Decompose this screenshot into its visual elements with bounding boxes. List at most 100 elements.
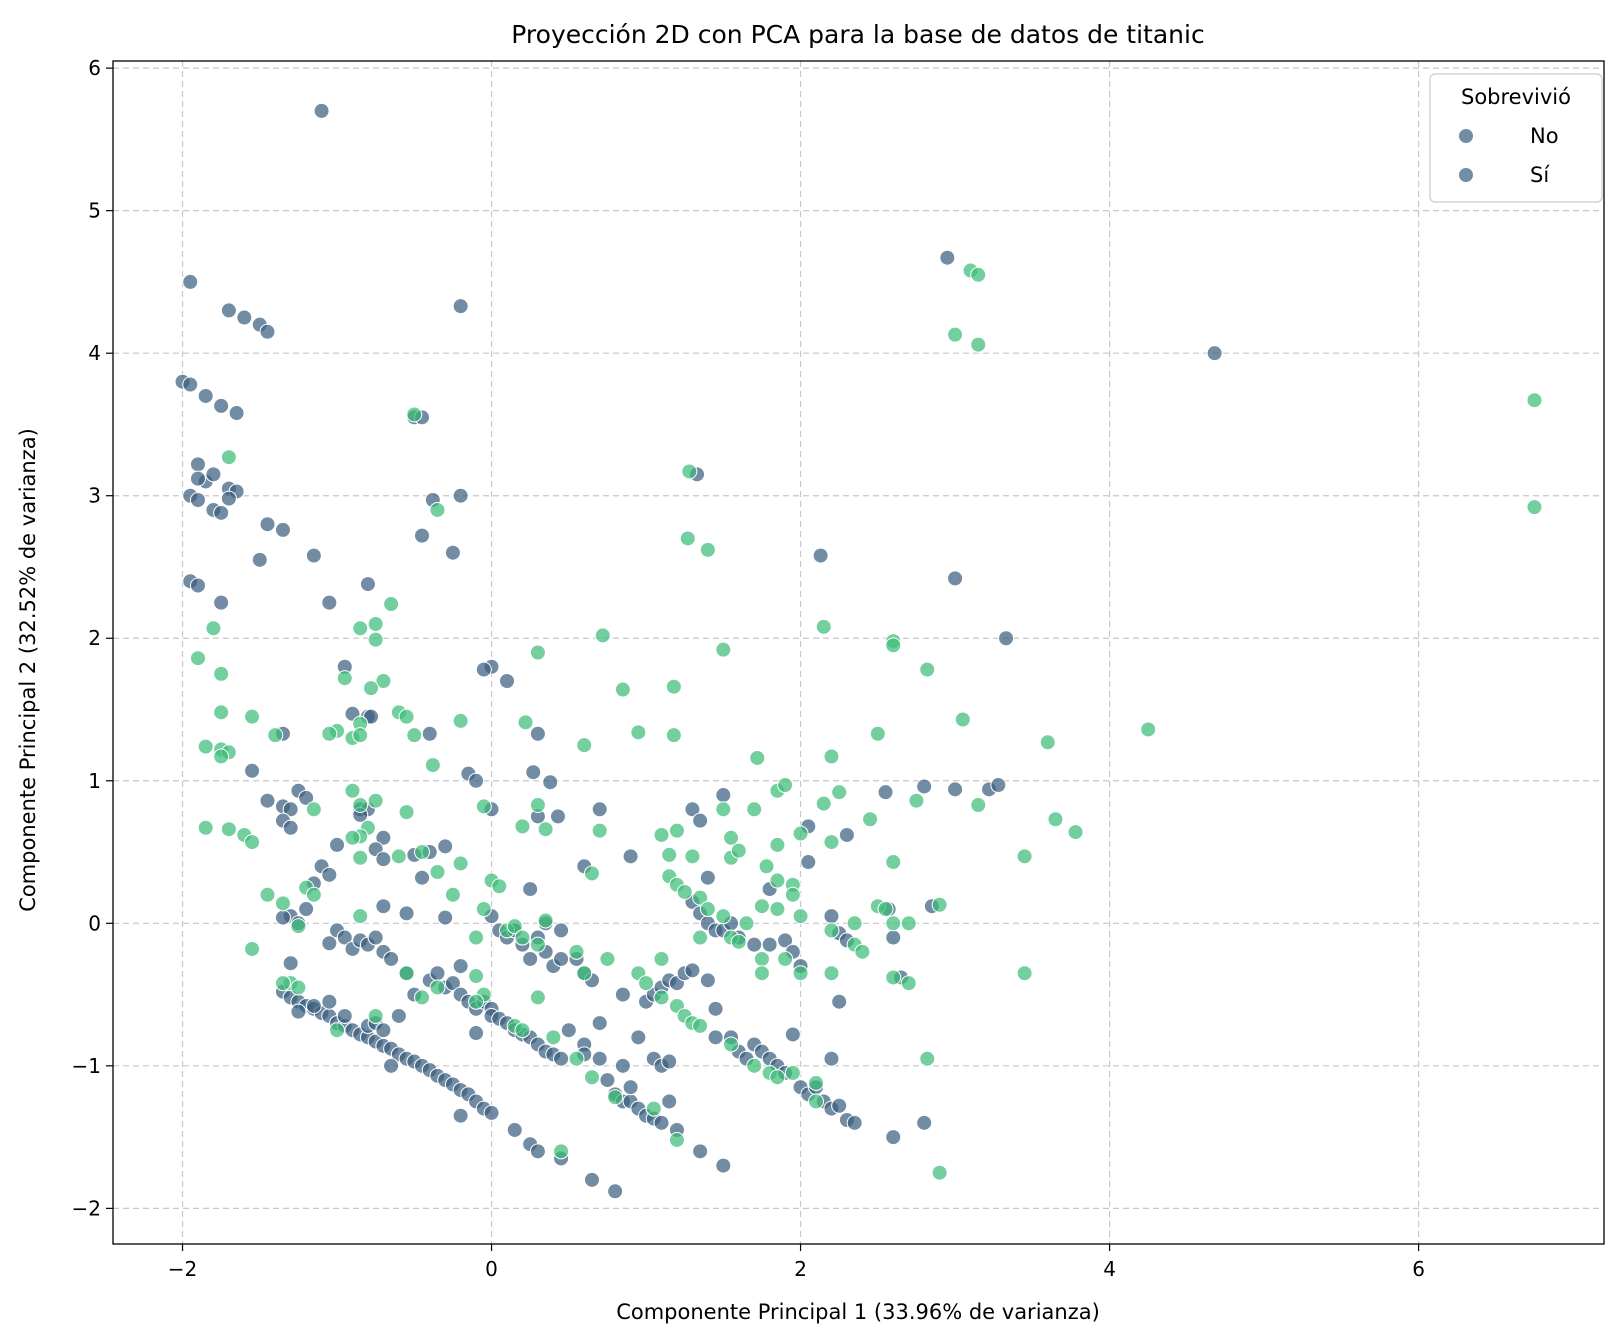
data-point-no bbox=[498, 673, 515, 690]
data-point-no bbox=[800, 854, 817, 871]
data-point-si bbox=[692, 889, 709, 906]
data-point-si bbox=[908, 792, 925, 809]
data-point-si bbox=[846, 915, 863, 932]
data-point-si bbox=[424, 757, 441, 774]
data-point-no bbox=[298, 901, 315, 918]
data-point-si bbox=[1140, 721, 1157, 738]
data-point-si bbox=[668, 1131, 685, 1148]
data-point-si bbox=[746, 801, 763, 818]
data-point-si bbox=[1047, 811, 1064, 828]
data-point-no bbox=[321, 993, 338, 1010]
data-point-no bbox=[336, 1007, 353, 1024]
data-point-si bbox=[594, 627, 611, 644]
data-point-no bbox=[437, 838, 454, 855]
data-point-si bbox=[517, 714, 534, 731]
data-point-no bbox=[321, 935, 338, 952]
data-point-no bbox=[560, 1022, 577, 1039]
legend-label-si: Sí bbox=[1530, 163, 1550, 187]
data-point-si bbox=[414, 844, 431, 861]
data-point-si bbox=[723, 1036, 740, 1053]
data-point-no bbox=[444, 975, 461, 992]
data-point-si bbox=[529, 644, 546, 661]
x-tick-label: 6 bbox=[1412, 1257, 1425, 1281]
data-point-no bbox=[375, 829, 392, 846]
data-point-si bbox=[305, 886, 322, 903]
data-point-si bbox=[970, 797, 987, 814]
data-point-no bbox=[305, 547, 322, 564]
data-point-si bbox=[352, 797, 369, 814]
data-point-no bbox=[437, 909, 454, 926]
data-point-no bbox=[998, 630, 1015, 647]
data-point-si bbox=[970, 336, 987, 353]
data-point-no bbox=[321, 866, 338, 883]
data-point-no bbox=[213, 397, 230, 414]
x-tick-label: 2 bbox=[794, 1257, 807, 1281]
data-point-si bbox=[692, 1017, 709, 1034]
data-point-si bbox=[506, 918, 523, 935]
data-point-si bbox=[529, 797, 546, 814]
data-point-si bbox=[344, 829, 361, 846]
data-point-si bbox=[900, 915, 917, 932]
data-point-no bbox=[591, 1050, 608, 1067]
data-point-no bbox=[452, 298, 469, 315]
data-point-no bbox=[383, 950, 400, 967]
y-tick-label: 5 bbox=[88, 199, 101, 223]
data-point-si bbox=[468, 993, 485, 1010]
data-point-si bbox=[815, 795, 832, 812]
data-point-no bbox=[305, 997, 322, 1014]
data-point-si bbox=[529, 989, 546, 1006]
data-point-si bbox=[398, 708, 415, 725]
data-point-si bbox=[919, 661, 936, 678]
data-point-no bbox=[522, 881, 539, 898]
y-tick-label: 3 bbox=[88, 484, 101, 508]
data-point-no bbox=[614, 1057, 631, 1074]
data-point-si bbox=[213, 665, 230, 682]
data-point-no bbox=[274, 521, 291, 538]
data-point-no bbox=[715, 787, 732, 804]
data-point-si bbox=[931, 1164, 948, 1181]
data-point-no bbox=[452, 1107, 469, 1124]
legend: Sobrevivió No Sí bbox=[1429, 73, 1603, 203]
data-point-si bbox=[452, 855, 469, 872]
data-point-no bbox=[877, 784, 894, 801]
data-point-si bbox=[414, 989, 431, 1006]
data-point-no bbox=[189, 577, 206, 594]
data-point-no bbox=[220, 302, 237, 319]
data-point-si bbox=[823, 748, 840, 765]
data-point-si bbox=[244, 834, 261, 851]
data-point-si bbox=[205, 620, 222, 637]
data-point-si bbox=[692, 929, 709, 946]
grid-layer bbox=[113, 61, 1604, 1244]
data-point-no bbox=[329, 836, 346, 853]
data-point-si bbox=[444, 886, 461, 903]
data-point-si bbox=[723, 829, 740, 846]
data-point-si bbox=[630, 724, 647, 741]
data-point-si bbox=[653, 989, 670, 1006]
data-point-si bbox=[777, 777, 794, 794]
data-point-no bbox=[553, 1050, 570, 1067]
data-point-si bbox=[1016, 965, 1033, 982]
ticks-layer: −2 0 2 4 6 −2 −1 0 1 2 3 4 5 6 bbox=[72, 56, 1425, 1281]
data-point-si bbox=[220, 821, 237, 838]
data-point-no bbox=[189, 456, 206, 473]
data-point-si bbox=[1016, 848, 1033, 865]
data-point-si bbox=[869, 725, 886, 742]
data-point-no bbox=[375, 851, 392, 868]
data-point-si bbox=[1067, 824, 1084, 841]
data-point-si bbox=[792, 908, 809, 925]
data-point-no bbox=[591, 1015, 608, 1032]
data-point-no bbox=[916, 778, 933, 795]
data-point-si bbox=[638, 975, 655, 992]
data-point-no bbox=[383, 1057, 400, 1074]
data-point-si bbox=[885, 969, 902, 986]
data-point-si bbox=[676, 883, 693, 900]
data-point-no bbox=[831, 1097, 848, 1114]
data-point-si bbox=[792, 965, 809, 982]
y-tick-label: 0 bbox=[88, 911, 101, 935]
data-point-no bbox=[838, 826, 855, 843]
data-point-si bbox=[653, 826, 670, 843]
data-point-si bbox=[753, 950, 770, 967]
data-point-si bbox=[514, 929, 531, 946]
